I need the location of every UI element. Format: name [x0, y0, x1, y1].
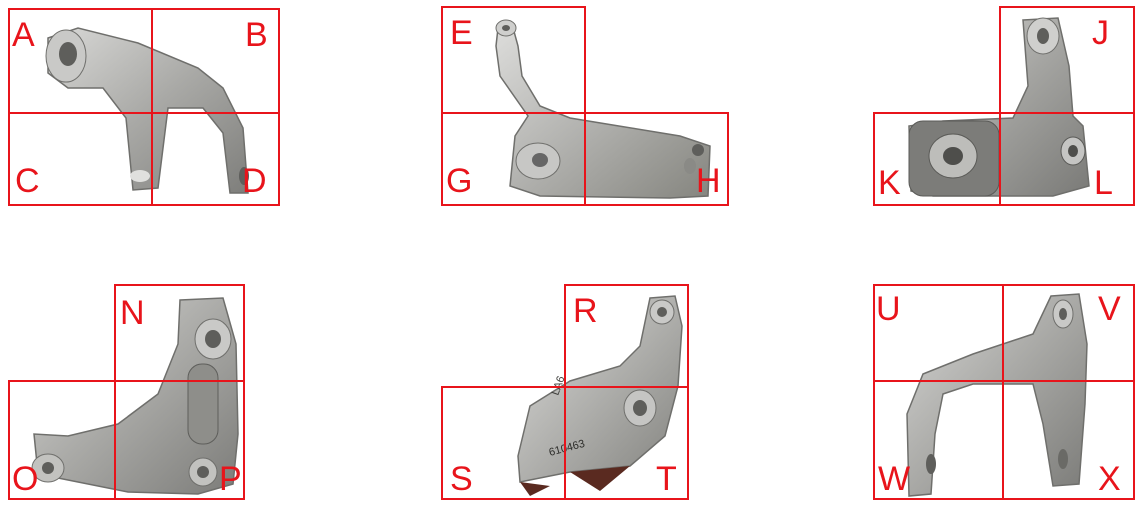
label-w: W — [878, 460, 911, 498]
label-l: L — [1094, 164, 1113, 202]
label-a: A — [12, 16, 35, 54]
label-d: D — [242, 162, 267, 200]
label-r: R — [573, 292, 598, 330]
grid-cell-p — [114, 380, 245, 500]
grid-cell-h — [584, 112, 729, 206]
label-g: G — [446, 162, 473, 200]
bracket-part-6-photo — [906, 293, 1088, 497]
bracket-part-3-photo — [908, 17, 1090, 197]
grid-cell-j — [999, 6, 1135, 114]
label-o: O — [12, 460, 39, 498]
grid-cell-x — [1002, 380, 1135, 500]
label-u: U — [876, 290, 901, 328]
label-x: X — [1098, 460, 1121, 498]
grid-cell-d — [151, 112, 280, 206]
bracket-part-1-photo — [45, 27, 249, 194]
label-p: P — [219, 460, 242, 498]
label-h: H — [696, 162, 721, 200]
bracket-part-2-photo — [495, 19, 711, 199]
label-v: V — [1098, 290, 1121, 328]
bracket-part-4-photo — [31, 297, 239, 495]
label-j: J — [1092, 14, 1109, 52]
label-c: C — [15, 162, 40, 200]
label-t: T — [656, 460, 677, 498]
grid-cell-t — [564, 386, 689, 500]
label-e: E — [450, 14, 473, 52]
label-k: K — [878, 164, 901, 202]
bracket-part-5-photo: LA6 610463 — [517, 295, 683, 496]
grid-cell-l — [999, 112, 1135, 206]
label-n: N — [120, 294, 145, 332]
label-b: B — [245, 16, 268, 54]
label-s: S — [450, 460, 473, 498]
